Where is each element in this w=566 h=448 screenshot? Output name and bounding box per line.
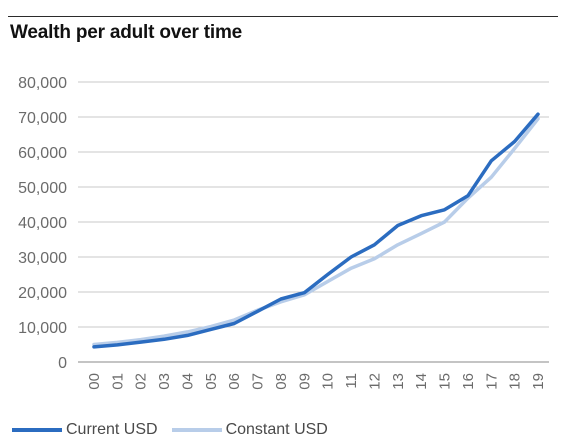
y-tick-label: 60,000 bbox=[18, 145, 67, 162]
x-axis-ticks: 00 01 02 03 04 05 06 07 08 09 10 11 12 13 14 15 16 17 18 19 bbox=[86, 373, 547, 390]
legend-label-current-usd: Current USD bbox=[66, 421, 158, 438]
grid-lines bbox=[78, 81, 549, 328]
x-tick-label: 07 bbox=[250, 373, 267, 390]
x-tick-label: 06 bbox=[226, 373, 243, 390]
y-axis-ticks: 0 10,000 20,000 30,000 40,000 50,000 60,000 70,… bbox=[18, 75, 67, 372]
x-tick-label: 19 bbox=[530, 373, 547, 390]
x-tick-label: 04 bbox=[179, 373, 196, 390]
y-tick-label: 20,000 bbox=[18, 285, 67, 302]
y-tick-label: 0 bbox=[58, 355, 67, 372]
legend-swatch-constant-usd bbox=[171, 428, 222, 432]
top-rule bbox=[8, 16, 558, 17]
x-tick-label: 05 bbox=[203, 373, 220, 390]
legend-item-current-usd: Current USD bbox=[12, 421, 158, 439]
y-tick-label: 30,000 bbox=[18, 250, 67, 267]
y-tick-label: 70,000 bbox=[18, 110, 67, 127]
x-tick-label: 01 bbox=[109, 373, 126, 390]
x-tick-label: 14 bbox=[413, 373, 430, 390]
x-tick-label: 10 bbox=[320, 373, 337, 390]
x-tick-label: 12 bbox=[366, 373, 383, 390]
chart-title: Wealth per adult over time bbox=[10, 22, 243, 43]
legend-item-constant-usd: Constant USD bbox=[171, 421, 328, 439]
series-lines bbox=[92, 112, 540, 349]
series-line-current-usd bbox=[92, 112, 540, 349]
x-tick-label: 03 bbox=[156, 373, 173, 390]
legend: Current USD Constant USD bbox=[12, 418, 342, 442]
y-tick-label: 10,000 bbox=[18, 320, 67, 337]
legend-label-constant-usd: Constant USD bbox=[225, 421, 328, 438]
y-tick-label: 40,000 bbox=[18, 215, 67, 232]
x-tick-label: 16 bbox=[460, 373, 477, 390]
y-tick-label: 50,000 bbox=[18, 180, 67, 197]
legend-swatch-current-usd bbox=[12, 428, 62, 432]
x-tick-label: 18 bbox=[507, 373, 524, 390]
x-tick-label: 11 bbox=[343, 373, 360, 389]
series-line-constant-usd bbox=[92, 117, 540, 347]
x-tick-label: 08 bbox=[273, 373, 290, 390]
y-tick-label: 80,000 bbox=[18, 75, 67, 92]
x-tick-label: 13 bbox=[390, 373, 407, 390]
x-tick-label: 17 bbox=[483, 373, 500, 390]
x-tick-label: 02 bbox=[133, 373, 150, 390]
x-tick-label: 15 bbox=[437, 373, 454, 390]
x-tick-label: 09 bbox=[296, 373, 313, 390]
x-tick-label: 00 bbox=[86, 373, 103, 390]
